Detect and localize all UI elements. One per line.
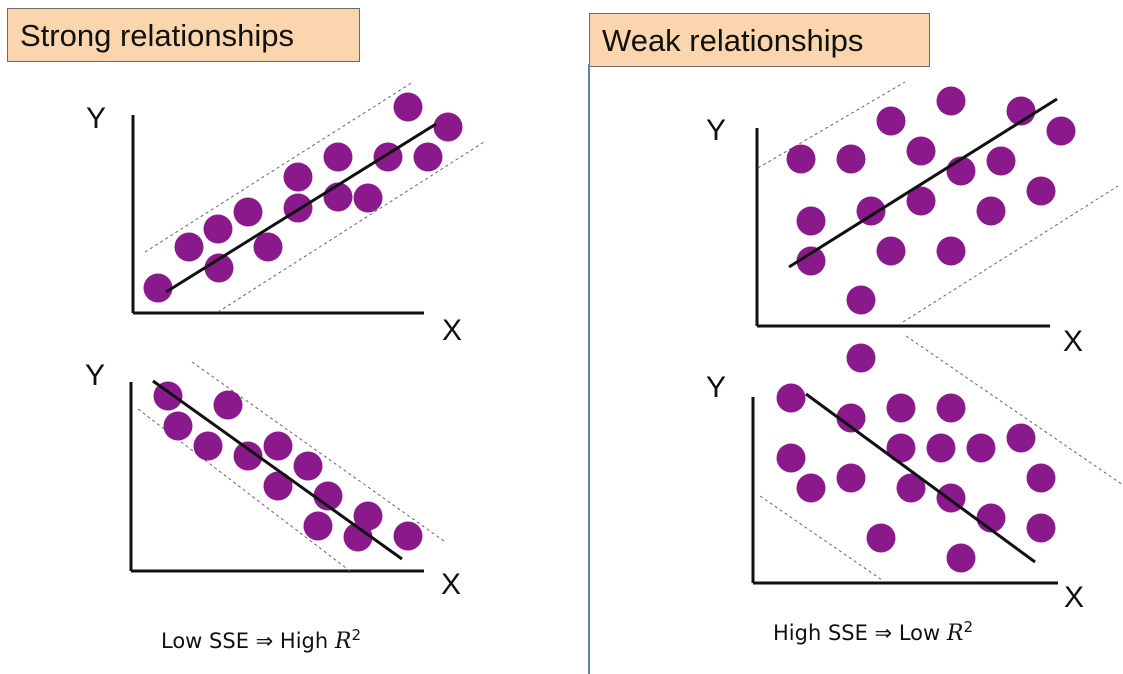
r-squared-exponent: 2: [963, 618, 973, 636]
r-squared-symbol: R: [946, 621, 964, 646]
data-point: [393, 92, 423, 122]
r-squared-exponent: 2: [351, 626, 361, 644]
data-point: [836, 144, 866, 174]
data-point: [836, 463, 866, 493]
data-point: [253, 232, 283, 262]
data-point: [976, 196, 1006, 226]
data-point: [896, 473, 926, 503]
data-point: [796, 246, 826, 276]
data-point: [174, 232, 204, 262]
data-point: [213, 390, 243, 420]
data-point: [936, 236, 966, 266]
r-squared-symbol: R: [334, 629, 352, 654]
regression-line: [788, 97, 1058, 269]
strong-relationships-heading: Strong relationships: [7, 8, 360, 62]
x-axis-label: X: [442, 314, 462, 347]
data-point: [1046, 116, 1076, 146]
data-point: [836, 403, 866, 433]
data-point: [413, 142, 443, 172]
data-point: [1026, 513, 1056, 543]
strong-relationships-heading-text: Strong relationships: [20, 17, 294, 53]
lower-band-line: [217, 141, 485, 313]
data-point: [323, 182, 353, 212]
data-point: [866, 523, 896, 553]
data-point: [263, 431, 293, 461]
x-axis-label: X: [441, 568, 461, 601]
data-point: [193, 431, 223, 461]
strong-caption-text: Low SSE ⇒ High: [161, 629, 335, 653]
data-point: [846, 343, 876, 373]
lower-band-line: [759, 495, 883, 581]
data-point: [776, 443, 806, 473]
data-point: [936, 86, 966, 116]
data-point: [936, 393, 966, 423]
panel-divider: [588, 64, 590, 674]
data-point: [323, 142, 353, 172]
data-point: [776, 383, 806, 413]
data-point: [313, 481, 343, 511]
data-point: [204, 253, 234, 283]
data-point: [353, 183, 383, 213]
data-point: [393, 521, 423, 551]
upper-band-line: [905, 335, 1123, 486]
data-point: [946, 543, 976, 573]
data-point: [1006, 423, 1036, 453]
x-axis-label: X: [1064, 581, 1084, 614]
data-point: [986, 146, 1016, 176]
data-point: [786, 144, 816, 174]
data-point: [796, 206, 826, 236]
data-point: [876, 236, 906, 266]
x-axis-label: X: [1063, 325, 1083, 358]
upper-band-line: [757, 81, 906, 169]
data-points: [143, 92, 463, 303]
data-point: [303, 511, 333, 541]
data-point: [796, 473, 826, 503]
data-point: [1026, 176, 1056, 206]
data-point: [906, 136, 936, 166]
regression-line: [152, 379, 403, 561]
strong-caption: Low SSE ⇒ High R2: [161, 626, 361, 654]
data-point: [886, 433, 916, 463]
data-point: [926, 433, 956, 463]
regression-line: [165, 122, 437, 294]
weak-relationships-heading: Weak relationships: [589, 13, 930, 67]
data-point: [283, 193, 313, 223]
data-point: [143, 273, 173, 303]
strong-negative-plot: Y X: [85, 359, 461, 601]
data-point: [233, 441, 263, 471]
weak-positive-plot: Y X: [706, 81, 1119, 358]
y-axis-label: Y: [85, 359, 105, 392]
data-point: [846, 285, 876, 315]
y-axis-label: Y: [706, 371, 726, 404]
weak-caption-text: High SSE ⇒ Low: [773, 621, 947, 645]
data-point: [293, 451, 323, 481]
data-points: [786, 86, 1076, 315]
data-point: [876, 106, 906, 136]
lower-band-line: [902, 185, 1119, 323]
data-point: [163, 411, 193, 441]
data-point: [263, 471, 293, 501]
data-point: [906, 186, 936, 216]
data-point: [353, 501, 383, 531]
data-point: [433, 112, 463, 142]
data-point: [886, 393, 916, 423]
data-point: [966, 433, 996, 463]
weak-caption: High SSE ⇒ Low R2: [773, 618, 973, 646]
upper-band-line: [144, 81, 414, 253]
weak-negative-plot: Y X: [706, 335, 1123, 614]
data-points: [776, 343, 1056, 573]
data-point: [1026, 463, 1056, 493]
weak-relationships-heading-text: Weak relationships: [602, 22, 864, 58]
data-point: [233, 197, 263, 227]
data-point: [153, 381, 183, 411]
data-point: [203, 214, 233, 244]
strong-positive-plot: Y X: [86, 81, 485, 347]
regression-line: [805, 392, 1036, 564]
data-points: [153, 381, 423, 552]
y-axis-label: Y: [86, 102, 106, 135]
data-point: [856, 196, 886, 226]
y-axis-label: Y: [706, 114, 726, 147]
data-point: [283, 162, 313, 192]
